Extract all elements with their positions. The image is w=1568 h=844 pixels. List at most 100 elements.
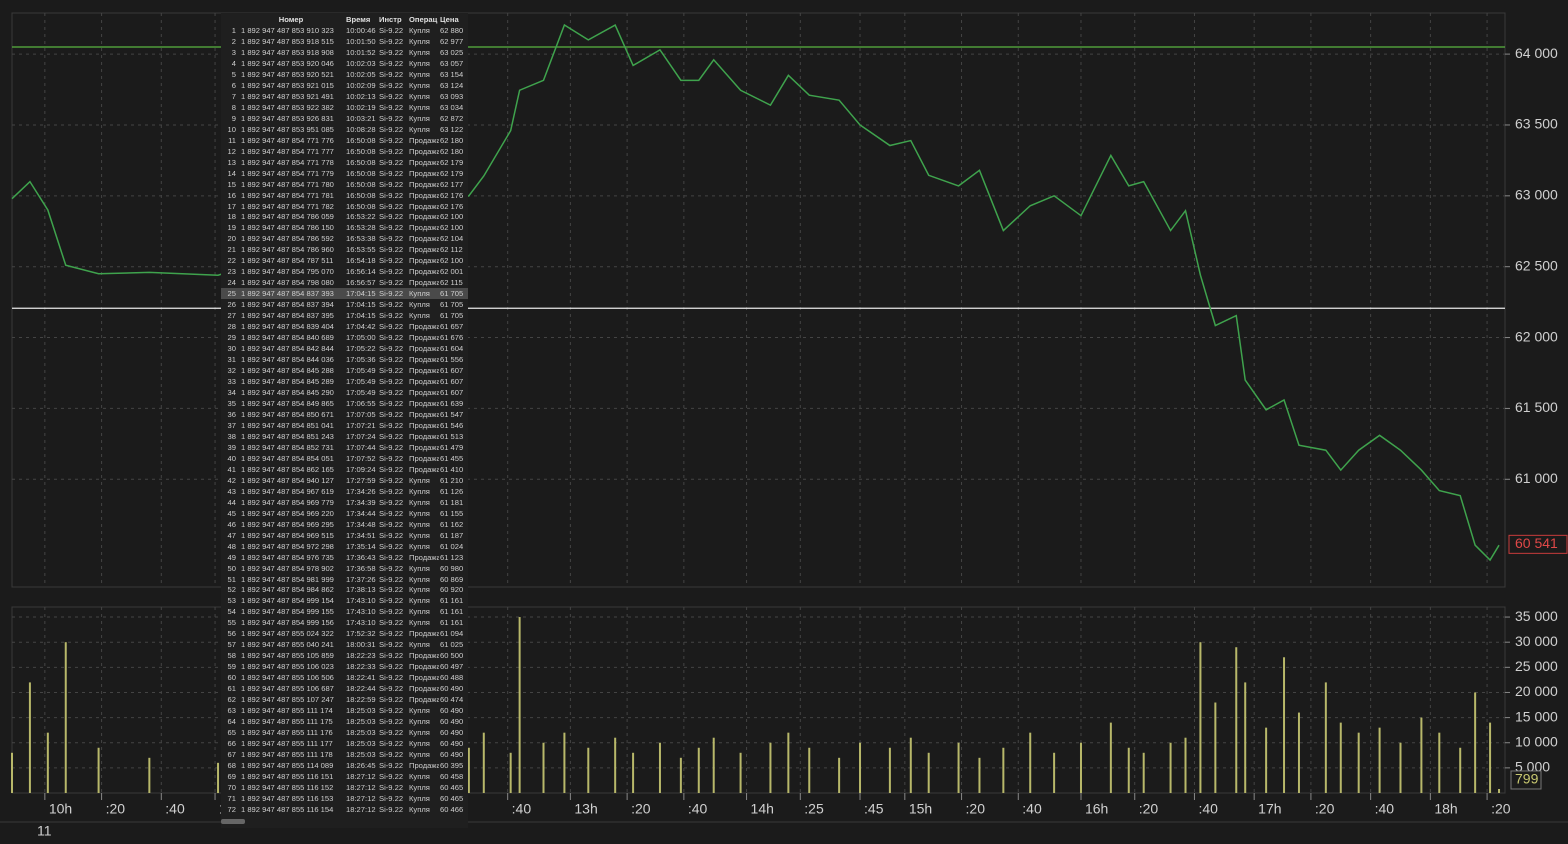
table-row[interactable]: 63 1 892 947 487 855 111 174 18:25:03 Si-9.… [221, 705, 468, 716]
table-row[interactable]: 24 1 892 947 487 854 798 080 16:56:57 Si-9.… [221, 277, 468, 288]
table-row[interactable]: 68 1 892 947 487 855 114 089 18:26:45 Si-9.… [221, 760, 468, 771]
table-row[interactable]: 2 1 892 947 487 853 918 515 10:01:50 Si-9.2… [221, 36, 468, 47]
table-row[interactable]: 8 1 892 947 487 853 922 382 10:02:19 Si-9.2… [221, 102, 468, 113]
table-row[interactable]: 57 1 892 947 487 855 040 241 18:00:31 Si-9.… [221, 639, 468, 650]
table-row[interactable]: 59 1 892 947 487 855 106 023 18:22:33 Si-9.… [221, 661, 468, 672]
table-cell: 10 [227, 124, 236, 134]
table-cell: 61 705 [440, 300, 464, 310]
table-row[interactable]: 60 1 892 947 487 855 106 506 18:22:41 Si-9.… [221, 672, 468, 683]
table-row[interactable]: 36 1 892 947 487 854 850 671 17:07:05 Si-9.… [221, 409, 468, 420]
table-row[interactable]: 4 1 892 947 487 853 920 046 10:02:03 Si-9.2… [221, 58, 468, 69]
table-row[interactable]: 18 1 892 947 487 854 786 059 16:53:22 Si-9.… [221, 211, 468, 222]
table-row[interactable]: 69 1 892 947 487 855 116 151 18:27:12 Si-9.… [221, 771, 468, 782]
table-row[interactable]: 44 1 892 947 487 854 969 779 17:34:39 Si-9.… [221, 497, 468, 508]
table-cell: 17:38:13 [346, 585, 376, 595]
table-cell: 17:05:49 [346, 366, 376, 376]
table-row[interactable]: 19 1 892 947 487 854 786 150 16:53:28 Si-9.… [221, 222, 468, 233]
table-row[interactable]: 46 1 892 947 487 854 969 295 17:34:48 Si-9.… [221, 519, 468, 530]
table-cell: 1 892 947 487 854 969 295 [241, 519, 334, 529]
table-row[interactable]: 7 1 892 947 487 853 921 491 10:02:13 Si-9.2… [221, 91, 468, 102]
table-row[interactable]: 67 1 892 947 487 855 111 178 18:25:03 Si-9.… [221, 749, 468, 760]
table-row[interactable]: 50 1 892 947 487 854 978 902 17:36:58 Si-9.… [221, 563, 468, 574]
table-row[interactable]: 32 1 892 947 487 854 845 288 17:05:49 Si-9.… [221, 365, 468, 376]
table-row[interactable]: 37 1 892 947 487 854 851 041 17:07:21 Si-9.… [221, 420, 468, 431]
table-row[interactable]: 42 1 892 947 487 854 940 127 17:27:59 Si-9.… [221, 475, 468, 486]
table-row[interactable]: 45 1 892 947 487 854 969 220 17:34:44 Si-9.… [221, 508, 468, 519]
table-row[interactable]: 65 1 892 947 487 855 111 176 18:25:03 Si-9.… [221, 727, 468, 738]
table-cell: Купля [409, 782, 430, 792]
table-row[interactable]: 23 1 892 947 487 854 795 070 16:56:14 Si-9.… [221, 266, 468, 277]
table-cell: 61 657 [440, 322, 464, 332]
table-row[interactable]: 27 1 892 947 487 854 837 395 17:04:15 Si-9.… [221, 310, 468, 321]
table-row[interactable]: 34 1 892 947 487 854 845 290 17:05:49 Si-9.… [221, 387, 468, 398]
table-row[interactable]: 52 1 892 947 487 854 984 862 17:38:13 Si-9.… [221, 584, 468, 595]
table-cell: 1 892 947 487 854 976 735 [241, 552, 334, 562]
table-row[interactable]: 28 1 892 947 487 854 839 404 17:04:42 Si-9.… [221, 321, 468, 332]
table-row[interactable]: 29 1 892 947 487 854 840 689 17:05:00 Si-9.… [221, 332, 468, 343]
table-cell: Si-9.22 [379, 69, 404, 79]
table-cell: 61 546 [440, 420, 464, 430]
table-row[interactable]: 22 1 892 947 487 854 787 511 16:54:18 Si-9.… [221, 255, 468, 266]
table-row[interactable]: 35 1 892 947 487 854 849 865 17:06:55 Si-9.… [221, 398, 468, 409]
table-row[interactable]: 16 1 892 947 487 854 771 781 16:50:08 Si-9.… [221, 190, 468, 201]
table-row[interactable]: 9 1 892 947 487 853 926 831 10:03:21 Si-9.2… [221, 113, 468, 124]
scrollbar[interactable] [221, 819, 245, 824]
table-cell: Si-9.22 [379, 607, 404, 617]
table-row[interactable]: 62 1 892 947 487 855 107 247 18:22:59 Si-9.… [221, 694, 468, 705]
table-row[interactable]: 30 1 892 947 487 854 842 844 17:05:22 Si-9.… [221, 343, 468, 354]
table-row[interactable]: 70 1 892 947 487 855 116 152 18:27:12 Si-9.… [221, 782, 468, 793]
table-row[interactable]: 38 1 892 947 487 854 851 243 17:07:24 Si-9.… [221, 431, 468, 442]
table-row[interactable]: 10 1 892 947 487 853 951 085 10:08:28 Si-9.… [221, 124, 468, 135]
table-row[interactable]: 13 1 892 947 487 854 771 778 16:50:08 Si-9.… [221, 157, 468, 168]
table-row[interactable]: 20 1 892 947 487 854 786 592 16:53:38 Si-9.… [221, 233, 468, 244]
table-row[interactable]: 41 1 892 947 487 854 862 165 17:09:24 Si-9.… [221, 464, 468, 475]
table-cell: 18:22:41 [346, 673, 376, 683]
table-row[interactable]: 47 1 892 947 487 854 969 515 17:34:51 Si-9.… [221, 530, 468, 541]
table-row[interactable]: 21 1 892 947 487 854 786 960 16:53:55 Si-9.… [221, 244, 468, 255]
table-row[interactable]: 1 1 892 947 487 853 910 323 10:00:46 Si-9.2… [221, 25, 468, 36]
table-cell: Купля [409, 618, 430, 628]
table-cell: 1 892 947 487 853 951 085 [241, 124, 334, 134]
table-row[interactable]: 14 1 892 947 487 854 771 779 16:50:08 Si-9.… [221, 168, 468, 179]
table-row[interactable]: 72 1 892 947 487 855 116 154 18:27:12 Si-9.… [221, 804, 468, 815]
table-row[interactable]: 51 1 892 947 487 854 981 999 17:37:26 Si-9.… [221, 574, 468, 585]
table-row[interactable]: 26 1 892 947 487 854 837 394 17:04:15 Si-9.… [221, 299, 468, 310]
x-tick-label: :45 [864, 801, 884, 817]
table-row[interactable]: 33 1 892 947 487 854 845 289 17:05:49 Si-9.… [221, 376, 468, 387]
table-row[interactable]: 66 1 892 947 487 855 111 177 18:25:03 Si-9.… [221, 738, 468, 749]
table-row[interactable]: 53 1 892 947 487 854 999 154 17:43:10 Si-9.… [221, 595, 468, 606]
table-cell: 65 [227, 728, 236, 738]
table-row[interactable]: 64 1 892 947 487 855 111 175 18:25:03 Si-9.… [221, 716, 468, 727]
table-row[interactable]: 39 1 892 947 487 854 852 731 17:07:44 Si-9.… [221, 442, 468, 453]
table-row[interactable]: 15 1 892 947 487 854 771 780 16:50:08 Si-9.… [221, 179, 468, 190]
table-row[interactable]: 58 1 892 947 487 855 105 859 18:22:23 Si-9.… [221, 650, 468, 661]
table-row[interactable]: 71 1 892 947 487 855 116 153 18:27:12 Si-9.… [221, 793, 468, 804]
table-cell: 1 892 947 487 854 771 782 [241, 201, 334, 211]
table-row[interactable]: 48 1 892 947 487 854 972 298 17:35:14 Si-9.… [221, 541, 468, 552]
table-row[interactable]: 56 1 892 947 487 855 024 322 17:52:32 Si-9.… [221, 628, 468, 639]
table-row[interactable]: 6 1 892 947 487 853 921 015 10:02:09 Si-9.2… [221, 80, 468, 91]
table-cell: Si-9.22 [379, 388, 404, 397]
table-row[interactable]: 12 1 892 947 487 854 771 777 16:50:08 Si-9.… [221, 146, 468, 157]
table-cell: 39 [227, 442, 236, 452]
table-cell: 1 892 947 487 853 922 382 [241, 102, 334, 112]
table-row[interactable]: 11 1 892 947 487 854 771 776 16:50:08 Si-9.… [221, 135, 468, 146]
table-row[interactable]: 54 1 892 947 487 854 999 155 17:43:10 Si-9.… [221, 606, 468, 617]
table-row[interactable]: 40 1 892 947 487 854 854 051 17:07:52 Si-9.… [221, 453, 468, 464]
table-cell: 20 [227, 234, 236, 244]
table-cell: 55 [227, 618, 236, 628]
table-cell: 1 892 947 487 854 845 288 [241, 366, 334, 376]
table-row[interactable]: 25 1 892 947 487 854 837 393 17:04:15 Si-9.… [221, 288, 468, 300]
trades-table[interactable]: Номер Время Инстр Операц Цена 1 1 892 947 487 … [221, 13, 468, 828]
table-row[interactable]: 5 1 892 947 487 853 920 521 10:02:05 Si-9.2… [221, 69, 468, 80]
table-cell: 1 892 947 487 855 107 247 [241, 695, 334, 705]
table-row[interactable]: 49 1 892 947 487 854 976 735 17:36:43 Si-9.… [221, 552, 468, 563]
table-row[interactable]: 43 1 892 947 487 854 967 619 17:34:26 Si-9.… [221, 486, 468, 497]
table-row[interactable]: 61 1 892 947 487 855 106 687 18:22:44 Si-9.… [221, 683, 468, 694]
table-row[interactable]: 55 1 892 947 487 854 999 156 17:43:10 Si-9.… [221, 617, 468, 628]
table-row[interactable]: 31 1 892 947 487 854 844 036 17:05:36 Si-9.… [221, 354, 468, 365]
table-cell: 17:37:26 [346, 574, 376, 584]
table-row[interactable]: 3 1 892 947 487 853 918 908 10:01:52 Si-9.2… [221, 47, 468, 58]
volume-bar [1459, 747, 1462, 793]
table-row[interactable]: 17 1 892 947 487 854 771 782 16:50:08 Si-9.… [221, 201, 468, 212]
